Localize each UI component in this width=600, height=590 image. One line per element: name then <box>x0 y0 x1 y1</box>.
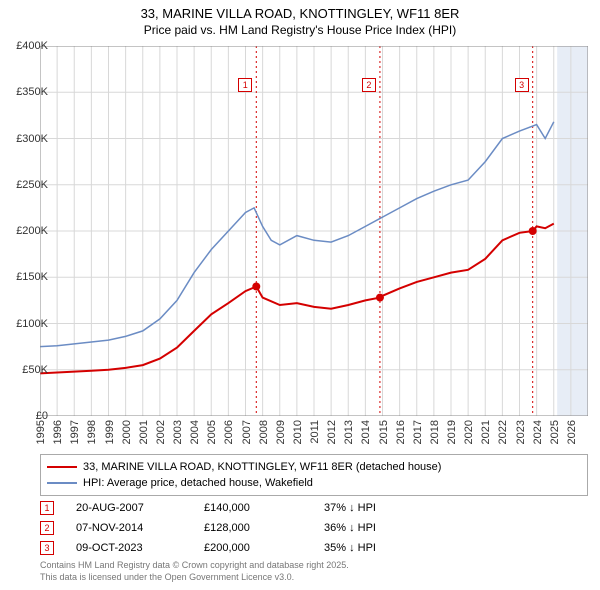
legend-swatch <box>47 482 77 484</box>
sale-price: £128,000 <box>204 522 314 534</box>
x-tick-label: 1995 <box>35 420 47 444</box>
table-row: 1 20-AUG-2007 £140,000 37% ↓ HPI <box>40 498 434 518</box>
legend-item: HPI: Average price, detached house, Wake… <box>47 475 581 491</box>
x-tick-label: 2014 <box>360 420 372 444</box>
page-title: 33, MARINE VILLA ROAD, KNOTTINGLEY, WF11… <box>0 0 600 21</box>
x-tick-label: 2009 <box>275 420 287 444</box>
legend-swatch <box>47 466 77 468</box>
x-tick-label: 2016 <box>395 420 407 444</box>
chart <box>40 46 588 416</box>
x-tick-label: 1998 <box>86 420 98 444</box>
x-tick-label: 2003 <box>172 420 184 444</box>
legend: 33, MARINE VILLA ROAD, KNOTTINGLEY, WF11… <box>40 454 588 496</box>
x-tick-label: 2019 <box>446 420 458 444</box>
x-tick-label: 2018 <box>429 420 441 444</box>
sale-pct: 37% ↓ HPI <box>324 502 434 514</box>
y-tick-label: £50K <box>22 364 48 376</box>
x-tick-label: 2021 <box>480 420 492 444</box>
x-tick-label: 2012 <box>326 420 338 444</box>
chart-marker-box: 2 <box>362 78 376 92</box>
table-row: 2 07-NOV-2014 £128,000 36% ↓ HPI <box>40 518 434 538</box>
footer-line: Contains HM Land Registry data © Crown c… <box>40 560 349 572</box>
x-tick-label: 1997 <box>69 420 81 444</box>
legend-label: 33, MARINE VILLA ROAD, KNOTTINGLEY, WF11… <box>83 461 441 473</box>
legend-item: 33, MARINE VILLA ROAD, KNOTTINGLEY, WF11… <box>47 459 581 475</box>
x-tick-label: 2023 <box>515 420 527 444</box>
y-tick-label: £300K <box>16 133 48 145</box>
sales-table: 1 20-AUG-2007 £140,000 37% ↓ HPI 2 07-NO… <box>40 498 434 558</box>
x-tick-label: 2022 <box>497 420 509 444</box>
x-tick-label: 2015 <box>378 420 390 444</box>
legend-label: HPI: Average price, detached house, Wake… <box>83 477 313 489</box>
x-tick-label: 2017 <box>412 420 424 444</box>
x-tick-label: 2020 <box>463 420 475 444</box>
y-tick-label: £150K <box>16 271 48 283</box>
sale-marker-box: 2 <box>40 521 54 535</box>
x-tick-label: 2002 <box>155 420 167 444</box>
sale-marker-box: 3 <box>40 541 54 555</box>
x-tick-label: 2024 <box>532 420 544 444</box>
sale-date: 09-OCT-2023 <box>64 542 194 554</box>
y-tick-label: £100K <box>16 318 48 330</box>
x-tick-label: 2025 <box>549 420 561 444</box>
chart-marker-box: 1 <box>238 78 252 92</box>
sale-pct: 36% ↓ HPI <box>324 522 434 534</box>
sale-pct: 35% ↓ HPI <box>324 542 434 554</box>
x-tick-label: 2007 <box>241 420 253 444</box>
chart-marker-box: 3 <box>515 78 529 92</box>
x-tick-label: 2005 <box>206 420 218 444</box>
sale-date: 20-AUG-2007 <box>64 502 194 514</box>
footer-line: This data is licensed under the Open Gov… <box>40 572 349 584</box>
x-tick-label: 2010 <box>292 420 304 444</box>
sale-price: £140,000 <box>204 502 314 514</box>
footer: Contains HM Land Registry data © Crown c… <box>40 560 349 583</box>
chart-svg <box>40 46 588 416</box>
table-row: 3 09-OCT-2023 £200,000 35% ↓ HPI <box>40 538 434 558</box>
sale-marker-box: 1 <box>40 501 54 515</box>
y-tick-label: £250K <box>16 179 48 191</box>
x-tick-label: 2004 <box>189 420 201 444</box>
page-subtitle: Price paid vs. HM Land Registry's House … <box>0 21 600 37</box>
sale-date: 07-NOV-2014 <box>64 522 194 534</box>
x-tick-label: 2001 <box>138 420 150 444</box>
x-tick-label: 2000 <box>121 420 133 444</box>
x-tick-label: 2011 <box>309 420 321 444</box>
y-tick-label: £200K <box>16 225 48 237</box>
sale-price: £200,000 <box>204 542 314 554</box>
x-tick-label: 2008 <box>258 420 270 444</box>
x-tick-label: 1996 <box>52 420 64 444</box>
y-tick-label: £350K <box>16 86 48 98</box>
x-tick-label: 2006 <box>223 420 235 444</box>
y-tick-label: £400K <box>16 40 48 52</box>
x-tick-label: 1999 <box>104 420 116 444</box>
x-tick-label: 2026 <box>566 420 578 444</box>
x-tick-label: 2013 <box>343 420 355 444</box>
